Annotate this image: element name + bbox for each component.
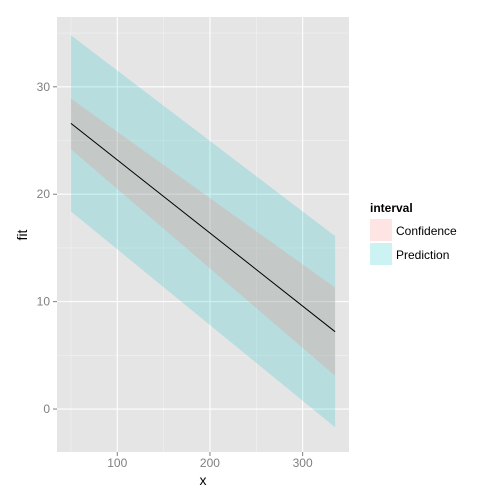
x-tick-label: 300 [293, 456, 313, 470]
y-axis: 0 10 20 30 [37, 80, 57, 416]
y-axis-title: fit [14, 229, 30, 240]
grid-minor [57, 17, 349, 452]
ribbons [70, 35, 336, 428]
ribbon-confidence [70, 98, 336, 376]
legend-key-confidence [370, 219, 392, 241]
legend: interval Confidence Prediction [370, 201, 457, 265]
legend-label-confidence: Confidence [396, 224, 457, 238]
y-tick-label: 0 [43, 402, 50, 416]
ribbon-prediction [70, 35, 336, 428]
fit-line [70, 122, 336, 333]
legend-label-prediction: Prediction [396, 248, 449, 262]
legend-title: interval [370, 201, 413, 215]
x-tick-label: 200 [200, 456, 220, 470]
y-tick-label: 30 [37, 80, 51, 94]
x-axis: 100 200 300 [107, 452, 313, 470]
x-tick-label: 100 [107, 456, 127, 470]
plot-panel [57, 17, 349, 452]
fit-line-group [70, 122, 336, 333]
grid-major [57, 17, 349, 452]
y-tick-label: 20 [37, 187, 51, 201]
legend-key-prediction [370, 243, 392, 265]
y-tick-label: 10 [37, 295, 51, 309]
x-axis-title: x [200, 472, 207, 488]
